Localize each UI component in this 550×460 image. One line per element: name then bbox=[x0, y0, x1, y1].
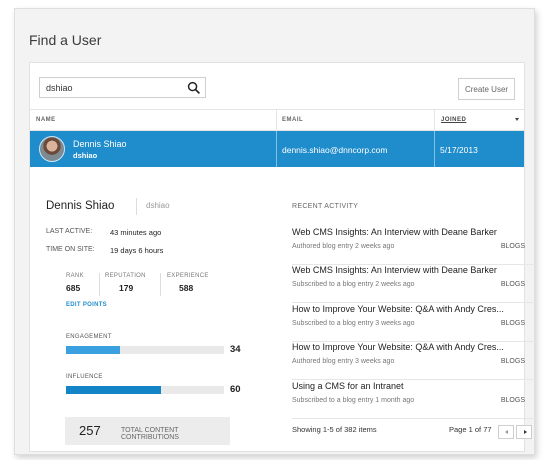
influence-bar-fill bbox=[66, 386, 161, 394]
row-display-name: Dennis Shiao bbox=[73, 139, 127, 149]
pagination-summary: Showing 1-5 of 382 items bbox=[292, 425, 377, 434]
activity-type: BLOGS bbox=[500, 397, 525, 404]
detail-divider bbox=[136, 198, 137, 215]
chevron-left-icon bbox=[505, 430, 508, 434]
create-user-button[interactable]: Create User bbox=[458, 78, 515, 100]
activity-type: BLOGS bbox=[500, 281, 525, 288]
search-box[interactable] bbox=[39, 77, 206, 98]
last-active-label: LAST ACTIVE: bbox=[46, 228, 93, 235]
activity-item[interactable]: How to Improve Your Website: Q&A with An… bbox=[292, 304, 535, 342]
metric-value: 685 bbox=[66, 283, 81, 293]
metric-experience: EXPERIENCE 588 bbox=[167, 273, 209, 293]
previous-page-button[interactable] bbox=[498, 425, 514, 439]
activity-type: BLOGS bbox=[500, 320, 525, 327]
activity-meta: Subscribed to a blog entry 3 weeks ago bbox=[292, 320, 415, 327]
detail-display-name: Dennis Shiao bbox=[46, 200, 115, 212]
next-page-button[interactable] bbox=[516, 425, 532, 439]
row-divider bbox=[276, 131, 277, 167]
edit-points-link[interactable]: EDIT POINTS bbox=[66, 302, 107, 308]
activity-item[interactable]: How to Improve Your Website: Q&A with An… bbox=[292, 342, 535, 380]
activity-meta: Subscribed to a blog entry 2 weeks ago bbox=[292, 281, 415, 288]
activity-title[interactable]: How to Improve Your Website: Q&A with An… bbox=[292, 342, 504, 352]
column-divider bbox=[276, 110, 277, 130]
page-title: Find a User bbox=[29, 32, 102, 48]
metric-label: EXPERIENCE bbox=[167, 273, 209, 279]
row-joined-date: 5/17/2013 bbox=[440, 145, 478, 155]
search-input[interactable] bbox=[40, 78, 180, 97]
metric-label: RANK bbox=[66, 273, 84, 279]
row-username: dshiao bbox=[73, 151, 98, 160]
avatar bbox=[39, 136, 65, 162]
engagement-bar-fill bbox=[66, 346, 120, 354]
activity-meta: Authored blog entry 3 weeks ago bbox=[292, 358, 395, 365]
detail-username: dshiao bbox=[146, 201, 170, 210]
influence-bar bbox=[66, 386, 224, 394]
metric-divider bbox=[99, 273, 100, 296]
metric-value: 179 bbox=[119, 283, 134, 293]
influence-value: 60 bbox=[230, 384, 241, 395]
pagination-page: Page 1 of 77 bbox=[449, 425, 492, 434]
column-header-joined[interactable]: JOINED bbox=[441, 117, 467, 123]
column-header-name[interactable]: NAME bbox=[36, 117, 56, 123]
activity-title[interactable]: Using a CMS for an Intranet bbox=[292, 381, 404, 391]
engagement-value: 34 bbox=[230, 344, 241, 355]
activity-title[interactable]: Web CMS Insights: An Interview with Dean… bbox=[292, 227, 497, 237]
row-divider bbox=[434, 131, 435, 167]
last-active-value: 43 minutes ago bbox=[110, 228, 162, 237]
metric-divider bbox=[160, 273, 161, 296]
metric-rank: RANK 685 bbox=[66, 273, 84, 293]
activity-title[interactable]: How to Improve Your Website: Q&A with An… bbox=[292, 304, 504, 314]
metric-value: 588 bbox=[179, 283, 194, 293]
activity-type: BLOGS bbox=[500, 243, 525, 250]
engagement-label: ENGAGEMENT bbox=[66, 334, 112, 340]
table-row-selected[interactable]: Dennis Shiao dshiao dennis.shiao@dnncorp… bbox=[30, 131, 524, 167]
engagement-bar bbox=[66, 346, 224, 354]
chevron-right-icon bbox=[524, 430, 527, 434]
activity-type: BLOGS bbox=[500, 358, 525, 365]
column-header-email[interactable]: EMAIL bbox=[282, 117, 304, 123]
total-contributions-label: TOTAL CONTENT CONTRIBUTIONS bbox=[121, 427, 179, 441]
activity-meta: Authored blog entry 2 weeks ago bbox=[292, 243, 395, 250]
activity-item[interactable]: Web CMS Insights: An Interview with Dean… bbox=[292, 265, 535, 303]
activity-item[interactable]: Web CMS Insights: An Interview with Dean… bbox=[292, 227, 535, 265]
activity-item[interactable]: Using a CMS for an Intranet Subscribed t… bbox=[292, 381, 535, 419]
column-divider bbox=[434, 110, 435, 130]
users-table-header: NAME EMAIL JOINED bbox=[30, 109, 524, 131]
search-icon[interactable] bbox=[187, 81, 200, 94]
activity-title[interactable]: Web CMS Insights: An Interview with Dean… bbox=[292, 265, 497, 275]
total-contributions-box: 257 TOTAL CONTENT CONTRIBUTIONS bbox=[65, 417, 230, 445]
metric-reputation: REPUTATION 179 bbox=[105, 273, 146, 293]
time-on-site-value: 19 days 6 hours bbox=[110, 246, 164, 255]
find-user-panel: Find a User Create User NAME EMAIL JOINE… bbox=[14, 8, 535, 455]
activity-meta: Subscribed to a blog entry 1 month ago bbox=[292, 397, 415, 404]
sort-descending-icon[interactable] bbox=[515, 118, 519, 121]
metric-label: REPUTATION bbox=[105, 273, 146, 279]
recent-activity-title: RECENT ACTIVITY bbox=[292, 203, 359, 210]
influence-label: INFLUENCE bbox=[66, 374, 103, 380]
time-on-site-label: TIME ON SITE: bbox=[46, 246, 95, 253]
total-contributions-value: 257 bbox=[79, 423, 101, 438]
row-email: dennis.shiao@dnncorp.com bbox=[282, 145, 388, 155]
users-card: Create User NAME EMAIL JOINED Dennis Shi… bbox=[29, 62, 535, 452]
